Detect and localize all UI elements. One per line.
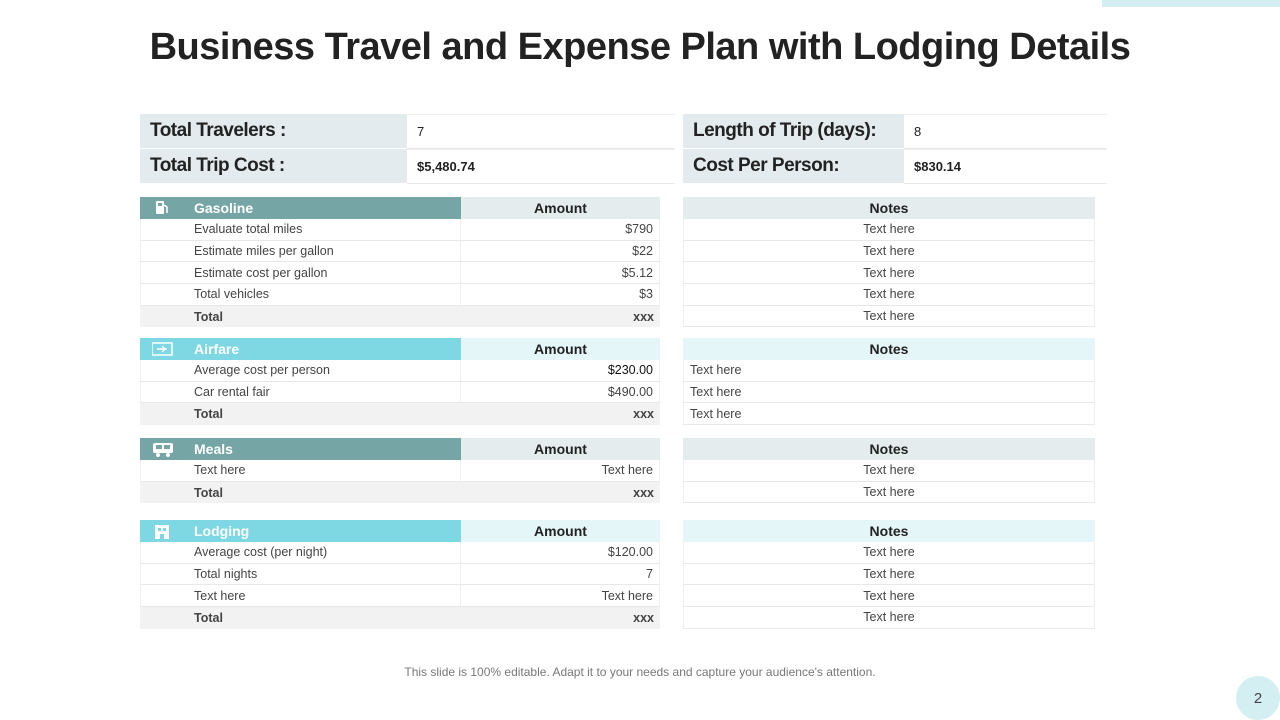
row-label: Estimate miles per gallon: [194, 240, 461, 263]
amount-header: Amount: [461, 520, 660, 542]
row-amount: $790: [461, 219, 660, 241]
row-label: Total vehicles: [194, 284, 461, 306]
row-bg: [140, 460, 194, 482]
row-label: Average cost (per night): [194, 542, 461, 564]
title: Business Travel and Expense Plan with Lo…: [149, 26, 1131, 68]
note: Text here: [683, 481, 1095, 504]
amount-header: Amount: [461, 338, 660, 360]
total-label: Total: [194, 481, 461, 504]
row-bg: [140, 585, 194, 608]
total-label: Total: [194, 403, 461, 426]
note: Text here: [683, 563, 1095, 586]
section-icon: [155, 525, 169, 539]
row-label: Car rental fair: [194, 381, 461, 404]
total-value: xxx: [461, 607, 660, 629]
row-amount: $490.00: [461, 381, 660, 404]
note: Text here: [683, 262, 1095, 285]
total-value: xxx: [461, 481, 660, 504]
total-bg: [140, 481, 194, 504]
summary-value: 8: [904, 114, 1107, 149]
note: Text here: [683, 240, 1095, 263]
note: Text here: [683, 542, 1095, 564]
total-value: xxx: [461, 305, 660, 328]
note: Text here: [683, 381, 1095, 404]
row-amount: $5.12: [461, 262, 660, 285]
note: Text here: [683, 284, 1095, 306]
amount-header: Amount: [461, 438, 660, 460]
row-amount: Text here: [461, 585, 660, 608]
section-header: Airfare: [140, 338, 461, 360]
row-amount: $120.00: [461, 542, 660, 564]
note: Text here: [683, 607, 1095, 629]
row-bg: [140, 563, 194, 586]
section-header: Gasoline: [140, 197, 461, 219]
notes-header: Notes: [683, 338, 1095, 360]
note: Text here: [683, 460, 1095, 482]
row-amount: $22: [461, 240, 660, 263]
summary-label: Length of Trip (days):: [683, 114, 904, 149]
note: Text here: [683, 305, 1095, 328]
total-bg: [140, 403, 194, 426]
summary-label: Total Trip Cost :: [140, 149, 407, 184]
summary-label: Total Travelers :: [140, 114, 407, 149]
section-icon: [153, 443, 173, 457]
total-label: Total: [194, 607, 461, 629]
row-label: Average cost per person: [194, 360, 461, 382]
row-label: Text here: [194, 585, 461, 608]
corner-bar: [1102, 0, 1280, 7]
row-label: Total nights: [194, 563, 461, 586]
notes-header: Notes: [683, 438, 1095, 460]
section-icon: [152, 342, 173, 356]
summary-value: $830.14: [904, 149, 1107, 184]
summary-label: Cost Per Person:: [683, 149, 904, 184]
footer: This slide is 100% editable. Adapt it to…: [404, 665, 876, 679]
row-label: Text here: [194, 460, 461, 482]
note: Text here: [683, 219, 1095, 241]
row-bg: [140, 381, 194, 404]
amount-header: Amount: [461, 197, 660, 219]
row-bg: [140, 542, 194, 564]
note: Text here: [683, 360, 1095, 382]
section-header: Meals: [140, 438, 461, 460]
section-header: Lodging: [140, 520, 461, 542]
total-value: xxx: [461, 403, 660, 426]
row-amount: $3: [461, 284, 660, 306]
total-bg: [140, 607, 194, 629]
summary-value: 7: [407, 114, 675, 149]
row-bg: [140, 262, 194, 285]
row-bg: [140, 219, 194, 241]
row-bg: [140, 240, 194, 263]
row-bg: [140, 360, 194, 382]
section-icon: [156, 201, 168, 214]
page-number: 2: [1236, 676, 1280, 720]
summary-value: $5,480.74: [407, 149, 675, 184]
notes-header: Notes: [683, 197, 1095, 219]
total-bg: [140, 305, 194, 328]
row-amount: $230.00: [461, 360, 660, 382]
row-bg: [140, 284, 194, 306]
row-label: Evaluate total miles: [194, 219, 461, 241]
note: Text here: [683, 403, 1095, 426]
row-label: Estimate cost per gallon: [194, 262, 461, 285]
row-amount: 7: [461, 563, 660, 586]
row-amount: Text here: [461, 460, 660, 482]
total-label: Total: [194, 305, 461, 328]
note: Text here: [683, 585, 1095, 608]
notes-header: Notes: [683, 520, 1095, 542]
